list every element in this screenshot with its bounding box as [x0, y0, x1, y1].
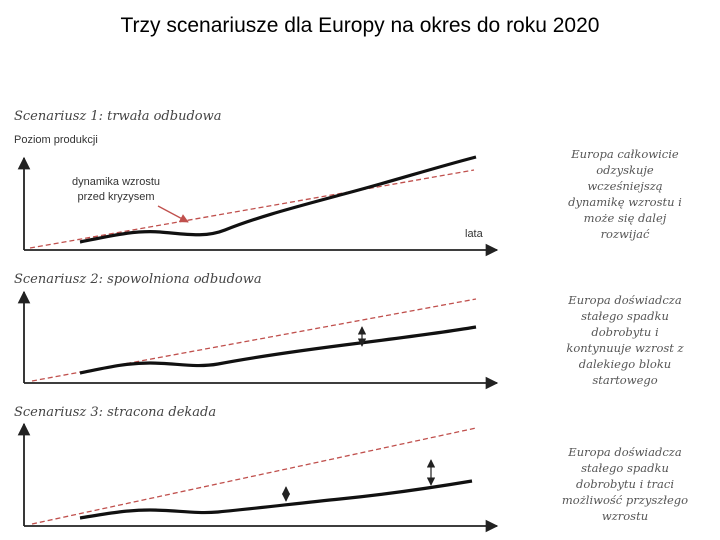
scenario-1-note-line: odzyskuje — [596, 163, 654, 177]
scenario-1-note-line: wcześniejszą — [587, 179, 662, 193]
scenario-1-title: Scenariusz 1: trwała odbudowa — [14, 109, 221, 124]
scenario-1-note-line: dynamikę wzrostu i — [568, 195, 682, 209]
scenario-2-note-line: kontynuuje wzrost z — [566, 341, 684, 355]
scenario-1-ylabel: Poziom produkcji — [14, 134, 98, 146]
scenario-3-note: Europa doświadcza stałego spadku dobroby… — [562, 445, 688, 523]
scenario-1-note-line: Europa całkowicie — [570, 147, 679, 161]
scenario-3-title: Scenariusz 3: stracona dekada — [14, 405, 216, 420]
scenario-2-note-line: dalekiego bloku — [579, 357, 671, 371]
scenario-2-title: Scenariusz 2: spowolniona odbudowa — [14, 272, 262, 287]
scenario-3-panel: Scenariusz 3: stracona dekada Europa doś… — [14, 405, 688, 533]
page-title: Trzy scenariusze dla Europy na okres do … — [120, 14, 600, 37]
scenario-3-note-line: możliwość przyszłego — [562, 493, 688, 507]
scenario-1-note: Europa całkowicie odzyskuje wcześniejszą… — [568, 147, 682, 241]
scenario-1-annotation-line-1: dynamika wzrostu — [72, 176, 160, 188]
scenario-3-note-line: stałego spadku — [581, 461, 669, 475]
scenario-2-panel: Scenariusz 2: spowolniona odbudowa Europ… — [14, 272, 685, 390]
scenario-1-trend-line — [29, 169, 475, 249]
scenario-1-note-line: rozwijać — [601, 227, 650, 241]
scenario-2-note: Europa doświadcza stałego spadku dobroby… — [566, 293, 684, 387]
scenario-3-note-line: dobrobytu i traci — [576, 477, 674, 491]
scenario-1-xlabel: lata — [465, 228, 484, 240]
scenario-1-output-line — [79, 155, 477, 244]
scenario-2-note-line: Europa doświadcza — [567, 293, 682, 307]
scenario-3-note-line: wzrostu — [602, 509, 648, 523]
scenario-1-annotation-line-2: przed kryzysem — [77, 191, 154, 203]
scenario-2-note-line: stałego spadku — [581, 309, 669, 323]
scenario-2-note-line: dobrobytu i — [591, 325, 659, 339]
scenario-1-panel: Scenariusz 1: trwała odbudowa Poziom pro… — [14, 109, 682, 257]
scenario-3-output-line — [79, 479, 473, 520]
scenario-1-note-line: może się dalej — [584, 211, 667, 225]
scenario-2-note-line: startowego — [592, 373, 657, 387]
scenario-3-trend-line — [31, 427, 477, 525]
scenario-2-output-line — [79, 325, 477, 375]
scenario-1-annotation-arrow — [157, 205, 189, 223]
scenario-3-note-line: Europa doświadcza — [567, 445, 682, 459]
